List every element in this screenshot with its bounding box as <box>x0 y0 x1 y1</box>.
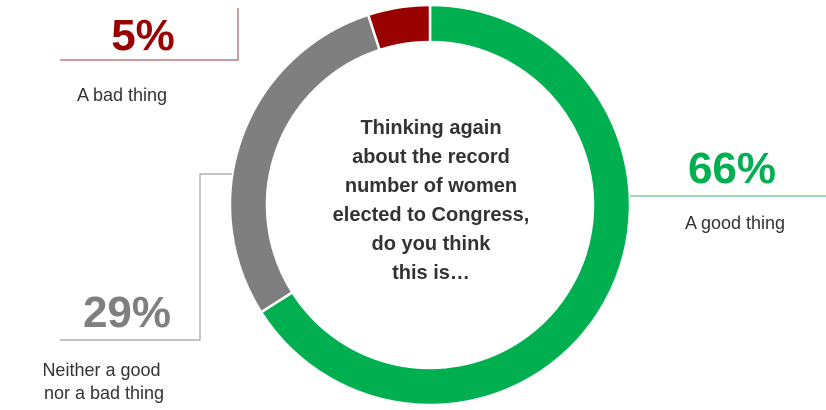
data-label-bad: 5% <box>111 11 175 60</box>
data-label-good: 66% <box>688 144 776 193</box>
slice-good <box>259 3 632 407</box>
leader-line-bad <box>60 8 239 61</box>
legend-label-neither-line2: nor a bad thing <box>44 383 164 403</box>
data-label-neither: 29% <box>83 288 171 337</box>
legend-label-bad: A bad thing <box>77 85 167 105</box>
legend-label-neither-line1: Neither a good <box>42 360 160 380</box>
legend-label-good: A good thing <box>685 213 785 233</box>
legend-label-neither: Neither a good nor a bad thing <box>42 360 165 403</box>
slice-bad <box>366 3 432 52</box>
center-question: Thinking again about the record number o… <box>332 117 530 284</box>
leader-line-neither <box>60 173 232 341</box>
donut-slices <box>228 3 632 407</box>
